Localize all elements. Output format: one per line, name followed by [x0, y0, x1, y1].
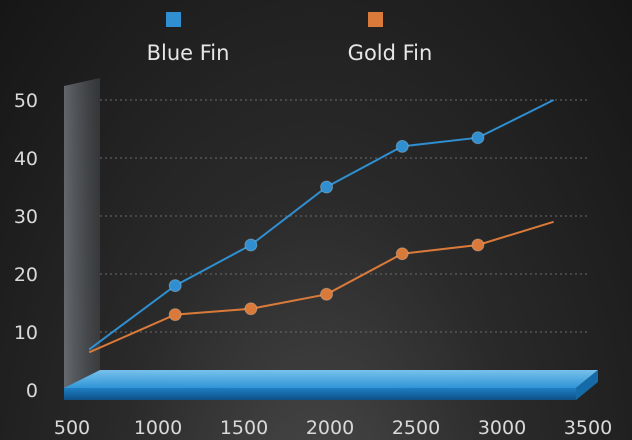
- data-point-gold-fin: [244, 302, 258, 316]
- floor-slab-side: [576, 370, 598, 400]
- x-tick-label: 500: [54, 417, 90, 439]
- data-point-gold-fin: [395, 247, 409, 261]
- y-tick-label: 50: [14, 90, 38, 112]
- floor-slab-top: [64, 370, 598, 388]
- data-point-blue-fin: [168, 279, 182, 293]
- data-point-blue-fin: [244, 238, 258, 252]
- x-tick-label: 2500: [392, 417, 440, 439]
- data-point-blue-fin: [471, 131, 485, 145]
- floor-slab-front: [64, 388, 576, 400]
- y-tick-label: 40: [14, 148, 38, 170]
- y-tick-label: 10: [14, 322, 38, 344]
- x-tick-label: 2000: [306, 417, 354, 439]
- legend-label-gold-fin: Gold Fin: [348, 41, 433, 65]
- data-point-blue-fin: [320, 180, 334, 194]
- legend-swatch-gold-fin: [368, 12, 383, 27]
- x-tick-label: 3500: [564, 417, 612, 439]
- y-tick-label: 0: [26, 380, 38, 402]
- data-point-gold-fin: [320, 287, 334, 301]
- legend-swatch-blue-fin: [166, 12, 181, 27]
- data-point-blue-fin: [395, 139, 409, 153]
- series-line-gold-fin: [88, 220, 554, 354]
- x-tick-label: 1000: [134, 417, 182, 439]
- x-tick-label: 3000: [478, 417, 526, 439]
- y-tick-label: 30: [14, 206, 38, 228]
- legend-label-blue-fin: Blue Fin: [147, 41, 230, 65]
- data-point-gold-fin: [168, 308, 182, 322]
- y-tick-label: 20: [14, 264, 38, 286]
- data-point-gold-fin: [471, 238, 485, 252]
- x-tick-label: 1500: [220, 417, 268, 439]
- back-wall: [64, 78, 100, 390]
